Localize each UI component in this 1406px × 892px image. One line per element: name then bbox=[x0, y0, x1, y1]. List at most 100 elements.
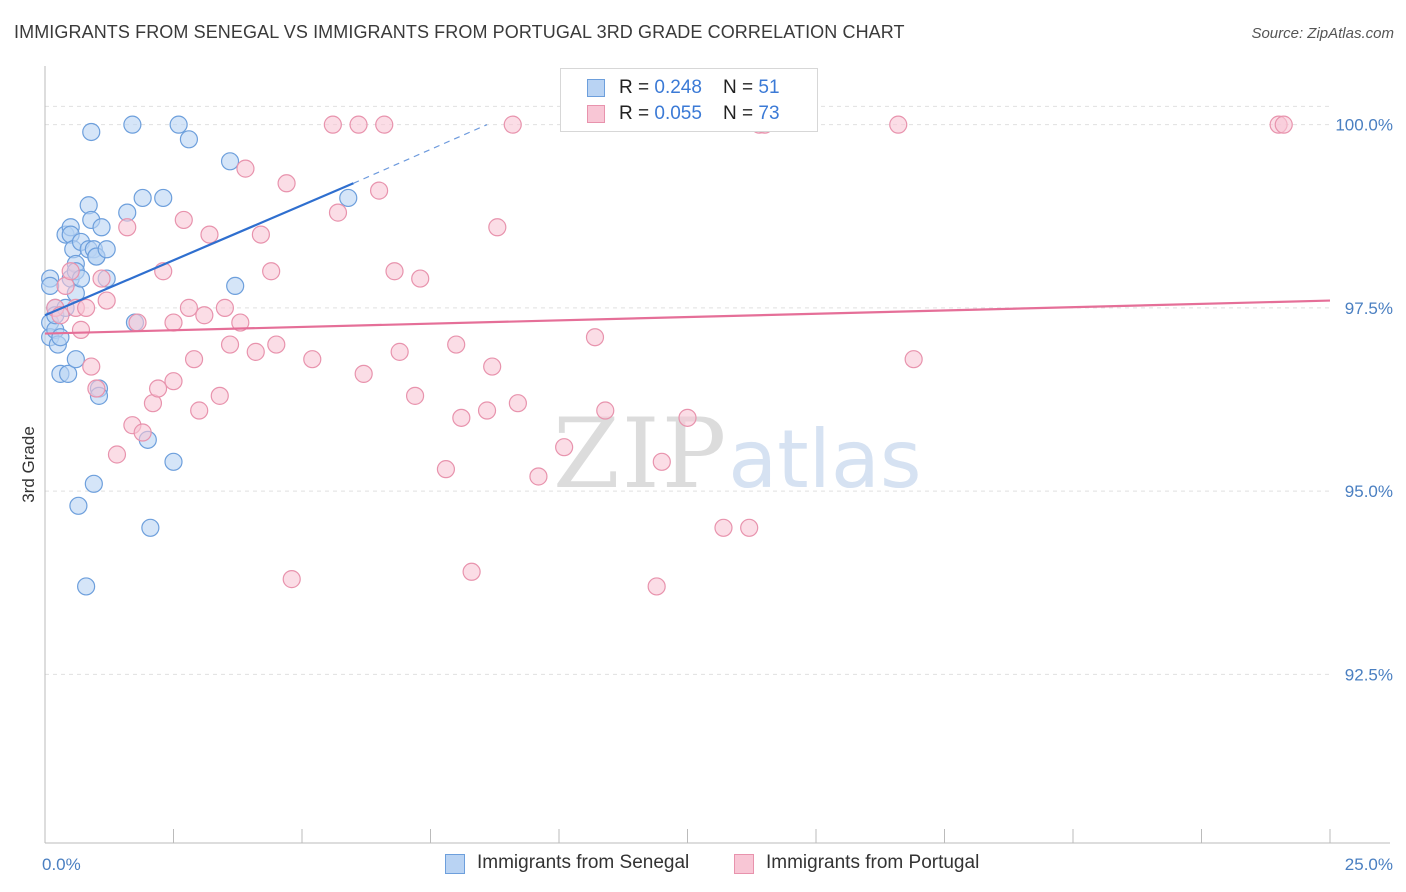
y-axis-label: 3rd Grade bbox=[19, 426, 38, 503]
senegal-point bbox=[339, 188, 358, 208]
senegal-point bbox=[226, 276, 245, 296]
portugal-point bbox=[200, 225, 219, 244]
legend-r-value: 0.248 bbox=[654, 77, 702, 98]
portugal-point bbox=[714, 518, 733, 537]
portugal-point bbox=[303, 350, 322, 369]
portugal-point bbox=[647, 577, 666, 596]
portugal-point bbox=[246, 342, 265, 361]
portugal-point bbox=[385, 262, 404, 281]
portugal-point bbox=[87, 379, 106, 398]
series-label-senegal: Immigrants from Senegal bbox=[477, 852, 690, 873]
series-swatch-portugal bbox=[734, 854, 754, 874]
portugal-point bbox=[164, 313, 183, 332]
legend-swatch-portugal bbox=[587, 105, 605, 123]
senegal-point bbox=[154, 188, 173, 208]
axes-layer bbox=[44, 66, 1390, 844]
portugal-point bbox=[349, 115, 368, 134]
portugal-point bbox=[267, 335, 286, 354]
legend-n-value: 73 bbox=[758, 103, 780, 124]
senegal-point bbox=[133, 188, 152, 208]
y-tick-label: 97.5% bbox=[1345, 299, 1393, 318]
watermark-atlas: atlas bbox=[728, 413, 922, 506]
source-credit: Source: ZipAtlas.com bbox=[1251, 25, 1394, 42]
portugal-point bbox=[508, 394, 527, 413]
senegal-point bbox=[123, 115, 142, 134]
senegal-point bbox=[82, 122, 101, 142]
legend-text-portugal: R = 0.055 N = 73 bbox=[619, 103, 780, 125]
portugal-point bbox=[585, 328, 605, 347]
senegal-point bbox=[84, 474, 103, 493]
portugal-point bbox=[462, 562, 481, 581]
x-tick-label-end: 25.0% bbox=[1345, 855, 1393, 874]
senegal-point bbox=[141, 518, 160, 537]
portugal-point bbox=[483, 357, 502, 376]
portugal-point bbox=[411, 269, 430, 288]
portugal-point bbox=[71, 320, 91, 339]
senegal-point bbox=[41, 276, 60, 296]
portugal-point bbox=[251, 225, 270, 244]
portugal-point bbox=[179, 298, 199, 317]
series-label-portugal: Immigrants from Portugal bbox=[766, 852, 980, 873]
portugal-point bbox=[436, 460, 456, 479]
portugal-point bbox=[596, 401, 615, 420]
trend-lines bbox=[44, 124, 1331, 335]
legend-n-label: N = bbox=[723, 77, 759, 98]
portugal-point bbox=[210, 386, 229, 405]
portugal-point bbox=[375, 115, 394, 134]
legend-r-label: R = bbox=[619, 103, 655, 124]
senegal-point bbox=[69, 496, 88, 515]
portugal-point bbox=[82, 357, 101, 376]
portugal-point bbox=[236, 159, 255, 178]
y-tick-label: 100.0% bbox=[1335, 116, 1393, 135]
portugal-point bbox=[107, 445, 127, 464]
portugal-point bbox=[323, 115, 342, 134]
senegal-point bbox=[66, 350, 85, 369]
portugal-point bbox=[678, 408, 697, 427]
senegal-point bbox=[51, 328, 70, 347]
portugal-point bbox=[190, 401, 209, 420]
portugal-point bbox=[652, 452, 671, 471]
y-tick-label: 95.0% bbox=[1345, 482, 1393, 501]
grid-layer bbox=[45, 105, 1330, 675]
legend-swatch-senegal bbox=[587, 79, 605, 97]
portugal-point bbox=[220, 335, 240, 354]
senegal-point bbox=[59, 364, 78, 383]
portugal-point bbox=[1274, 115, 1293, 134]
portugal-point bbox=[405, 386, 425, 405]
portugal-point bbox=[262, 262, 281, 281]
portugal-point bbox=[118, 218, 137, 237]
portugal-point bbox=[184, 350, 204, 369]
portugal-point bbox=[92, 269, 111, 288]
portugal-trend-line bbox=[44, 299, 1331, 335]
senegal-point bbox=[179, 130, 199, 149]
series-swatch-senegal bbox=[445, 854, 465, 874]
portugal-point bbox=[503, 115, 522, 134]
legend-text-senegal: R = 0.248 N = 51 bbox=[619, 77, 780, 99]
portugal-point bbox=[452, 408, 471, 427]
senegal-point bbox=[220, 152, 240, 171]
senegal-trend-line bbox=[44, 182, 354, 317]
chart-title: IMMIGRANTS FROM SENEGAL VS IMMIGRANTS FR… bbox=[14, 22, 905, 42]
portugal-point bbox=[555, 438, 574, 457]
portugal-point bbox=[231, 313, 250, 332]
senegal-point bbox=[164, 452, 183, 471]
portugal-point bbox=[148, 379, 168, 398]
portugal-point bbox=[354, 364, 373, 383]
x-tick-label-start: 0.0% bbox=[42, 855, 81, 874]
legend-n-label: N = bbox=[723, 103, 759, 124]
legend-r-value: 0.055 bbox=[654, 103, 702, 124]
portugal-point bbox=[128, 313, 147, 332]
portugal-point bbox=[904, 350, 923, 369]
portugal-point bbox=[477, 401, 497, 420]
portugal-point bbox=[282, 570, 301, 589]
senegal-point bbox=[169, 115, 188, 134]
portugal-point bbox=[174, 210, 193, 230]
portugal-point bbox=[61, 262, 80, 281]
portugal-point bbox=[77, 298, 96, 317]
portugal-point bbox=[195, 306, 214, 325]
legend-r-label: R = bbox=[619, 77, 655, 98]
senegal-trend-extension bbox=[353, 124, 488, 184]
portugal-point bbox=[889, 115, 908, 134]
correlation-legend: R = 0.248 N = 51 R = 0.055 N = 73 bbox=[560, 68, 818, 132]
